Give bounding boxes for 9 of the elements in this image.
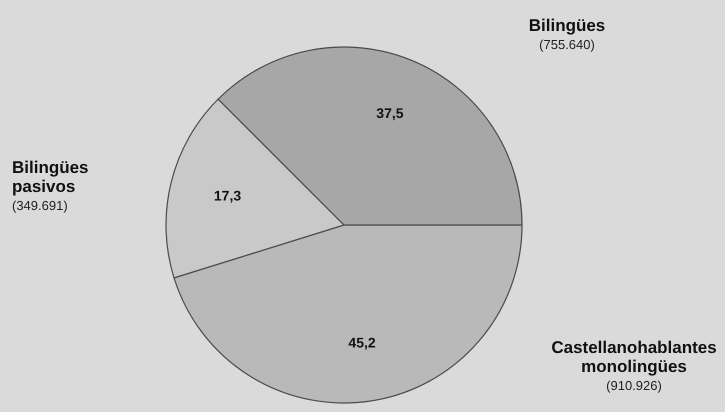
slice-label: Bilingües pasivos — [12, 158, 89, 196]
data-label: 37,5 — [376, 105, 404, 122]
text: (755.640) — [539, 37, 595, 52]
text: (349.691) — [12, 198, 68, 213]
data-label: 45,2 — [348, 334, 376, 351]
text: (910.926) — [606, 378, 662, 393]
slice-label: Castellanohablantes monolingües — [551, 338, 717, 376]
slice-label: Bilingües — [528, 16, 606, 35]
data-label: 17,3 — [214, 187, 242, 204]
